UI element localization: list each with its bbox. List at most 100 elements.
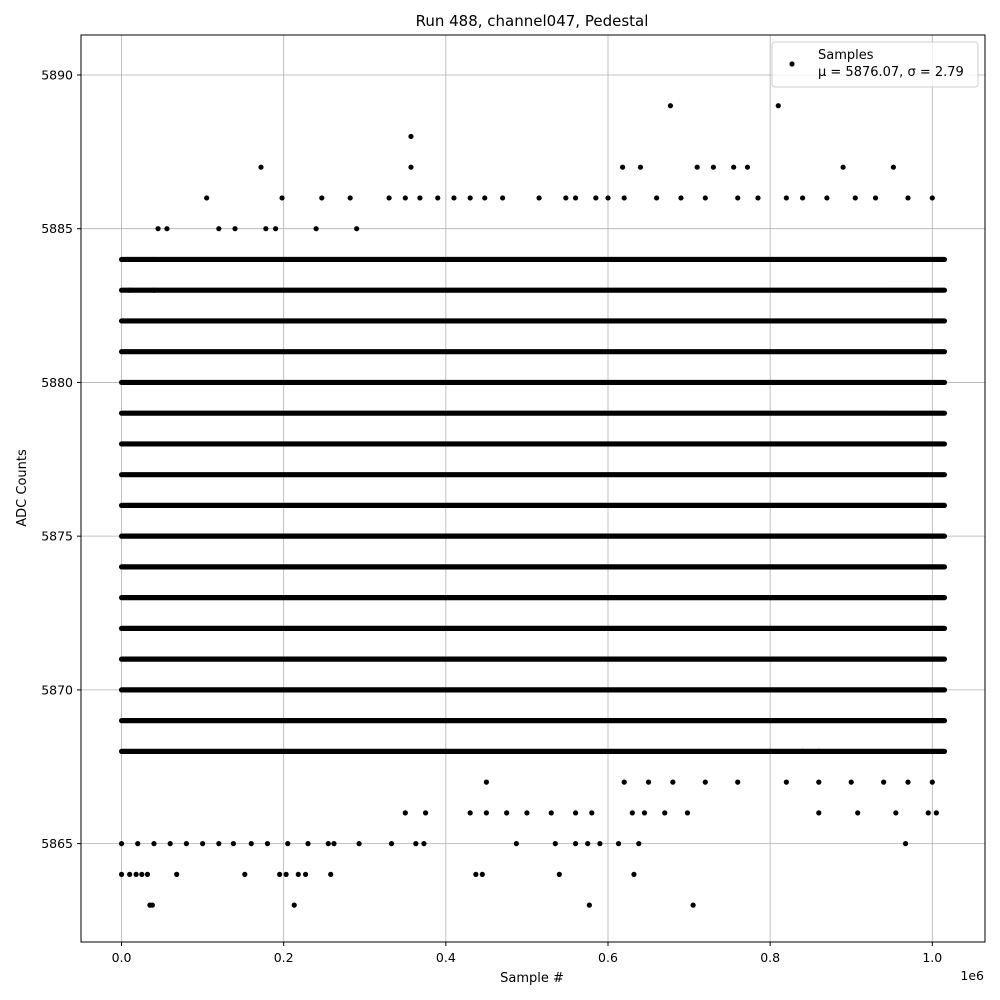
data-point [824,195,830,201]
y-tick-label: 5870 [41,682,73,697]
data-point [408,133,414,140]
data-point [328,871,334,877]
data-point [473,871,479,877]
data-point [386,195,392,201]
data-point [589,810,595,816]
data-point [283,871,289,877]
data-point [524,810,530,816]
data-point [272,226,279,232]
data-point [890,164,896,170]
data-point [232,226,238,232]
data-point [799,748,806,754]
data-point [816,779,822,785]
data-point [593,195,599,201]
data-point [783,779,789,785]
data-point [417,195,423,201]
data-point [291,902,297,908]
data-point [435,195,441,201]
data-point [572,810,579,816]
data-point [735,779,741,785]
data-point [586,902,592,908]
data-point [735,195,741,201]
data-point [118,841,125,847]
data-point [702,195,708,201]
data-point [135,841,141,847]
data-point [702,779,708,785]
data-point [347,195,353,201]
data-point [242,871,248,877]
y-tick-label: 5865 [41,836,73,851]
data-point [479,871,485,877]
data-point [744,164,751,170]
data-point [816,748,822,754]
data-point [619,164,626,170]
data-point [585,841,591,847]
data-point [731,164,737,170]
data-point [755,195,761,201]
data-point [248,841,254,847]
data-point [174,871,180,877]
x-tick-label: 0.2 [274,950,294,965]
data-point [667,103,674,109]
data-point [925,810,931,816]
data-point [629,810,635,816]
y-tick-label: 5885 [41,221,73,236]
data-point [313,226,319,232]
data-point [631,871,637,877]
legend-series-name: Samples [818,48,874,63]
data-point [139,871,145,877]
data-point [305,841,311,847]
x-tick-label: 0.0 [112,950,132,965]
data-point [149,902,155,908]
data-point [881,779,887,785]
data-point [422,810,429,816]
data-point [483,810,489,816]
data-point [662,810,668,816]
data-point [264,841,271,847]
data-point [637,164,644,170]
data-point [388,841,395,847]
data-point [451,195,457,201]
x-tick-label: 0.4 [436,950,456,965]
data-point [216,226,222,232]
data-point [302,871,309,877]
data-point [325,841,331,847]
data-point [118,871,125,877]
data-point [204,195,210,201]
data-point [408,164,414,170]
data-point [690,902,696,908]
data-point [402,195,408,201]
plot-frame [80,34,986,943]
data-point [295,871,301,877]
data-point [816,810,822,816]
data-point [694,164,700,170]
data-point [175,256,181,263]
data-point [164,226,170,232]
x-tick-label: 0.8 [760,950,780,965]
data-point [230,841,237,847]
data-point [605,195,611,201]
y-tick-label: 5890 [41,67,73,82]
data-point [127,287,133,293]
data-point [258,164,264,170]
y-axis-label: ADC Counts [15,449,30,527]
data-point [127,871,133,877]
data-point [636,841,642,847]
data-point [799,195,806,201]
data-point [902,841,909,847]
data-point [151,287,157,293]
y-axis-ticks: 5865 5870 5875 5880 5885 5890 [41,67,81,851]
data-point [563,195,569,201]
x-tick-label: 1.0 [922,950,942,965]
data-point [775,103,781,109]
data-point [855,810,861,816]
data-point [331,841,337,847]
data-point [852,195,858,201]
chart-title: Run 488, channel047, Pedestal [416,12,649,30]
data-point [144,871,151,877]
data-point [402,810,408,816]
data-point [678,195,684,201]
x-axis-ticks: 0.0 0.2 0.4 0.6 0.8 1.0 [112,942,942,965]
data-point [840,164,846,170]
